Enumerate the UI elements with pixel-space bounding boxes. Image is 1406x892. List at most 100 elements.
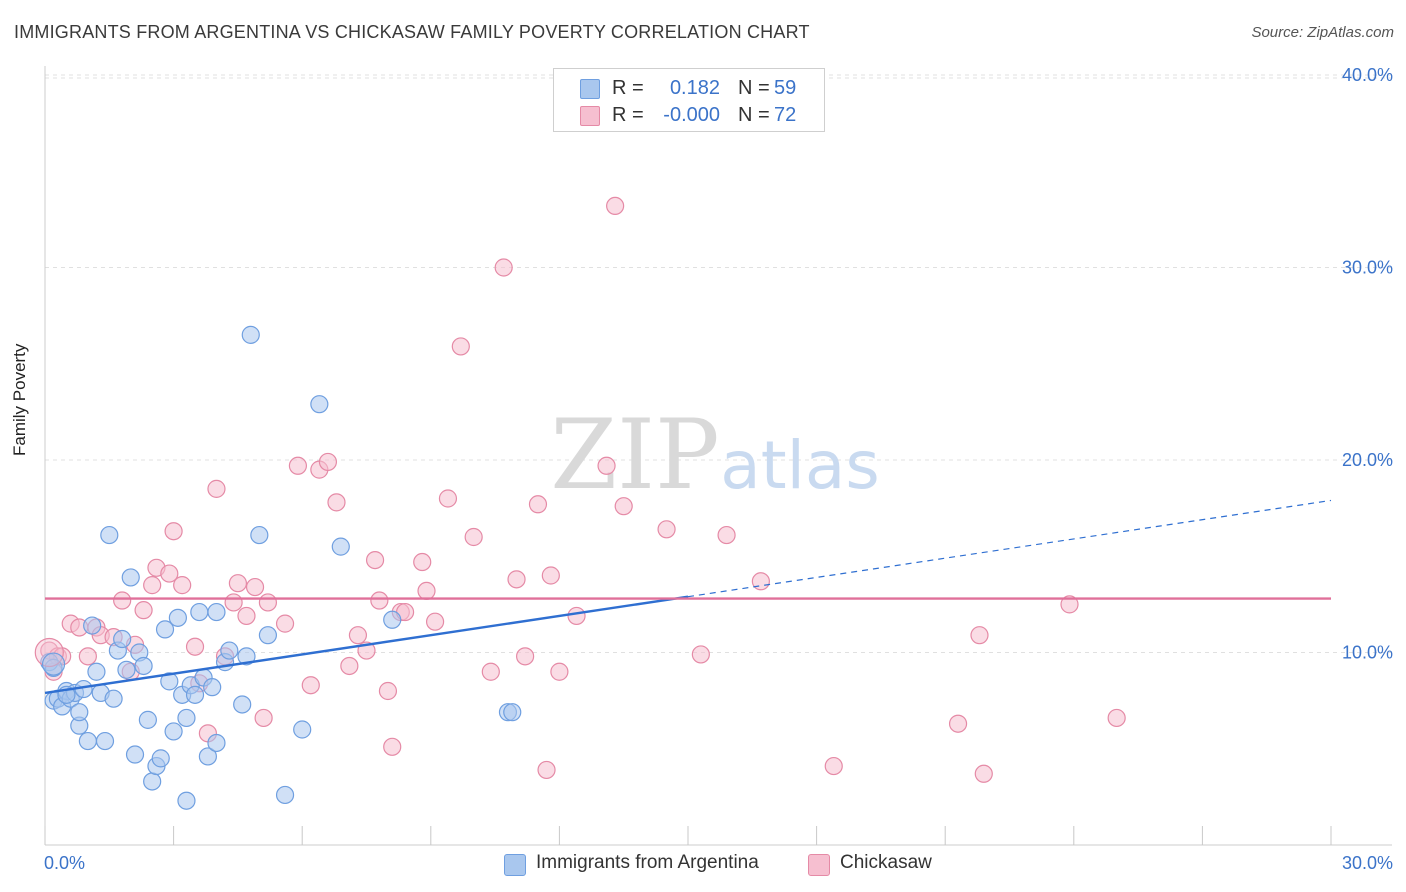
watermark-atlas: atlas xyxy=(720,427,880,504)
point-argentina xyxy=(275,785,295,805)
point-argentina xyxy=(237,647,256,666)
point-chickasaw xyxy=(228,574,247,593)
point-argentina xyxy=(383,610,402,629)
point-argentina xyxy=(138,710,157,729)
point-chickasaw xyxy=(237,606,256,626)
chart-title: IMMIGRANTS FROM ARGENTINA VS CHICKASAW F… xyxy=(14,22,810,42)
point-argentina xyxy=(155,620,175,639)
point-chickasaw xyxy=(378,681,398,701)
x-tick-label: 30.0% xyxy=(1342,853,1393,873)
point-chickasaw xyxy=(464,527,483,547)
watermark-zip: ZIP xyxy=(550,399,719,511)
point-argentina xyxy=(250,525,269,545)
point-chickasaw-cluster xyxy=(34,637,64,668)
source-label: Source: ZipAtlas.com xyxy=(1251,24,1394,41)
point-chickasaw xyxy=(1060,595,1079,614)
correlation-legend: R = 0.182 N = 59 R = -0.000 N = 72 xyxy=(553,68,825,132)
point-argentina xyxy=(207,733,226,753)
legend-swatch-pink xyxy=(580,106,600,126)
legend-r-label: R = xyxy=(612,77,644,99)
point-chickasaw xyxy=(113,591,132,610)
point-argentina xyxy=(185,685,205,704)
point-chickasaw xyxy=(275,614,295,633)
legend-n-value: 72 xyxy=(774,104,797,126)
point-argentina xyxy=(104,689,123,708)
point-argentina xyxy=(177,708,196,728)
trend-line-argentina xyxy=(44,595,689,695)
point-chickasaw xyxy=(413,552,432,572)
point-argentina xyxy=(134,656,153,676)
point-chickasaw xyxy=(717,525,736,545)
legend-swatch-pink xyxy=(808,854,830,876)
legend-n-label: N = xyxy=(738,104,770,126)
point-argentina xyxy=(143,772,162,791)
point-chickasaw xyxy=(974,764,993,783)
point-chickasaw xyxy=(340,656,359,676)
legend-row-argentina: R = 0.182 N = 59 xyxy=(554,75,824,101)
point-argentina xyxy=(95,731,115,751)
point-chickasaw xyxy=(528,495,548,514)
point-chickasaw xyxy=(318,452,338,472)
point-chickasaw xyxy=(550,662,569,681)
point-chickasaw xyxy=(606,196,625,215)
y-tick-label: 10.0% xyxy=(1342,643,1393,663)
point-argentina xyxy=(203,678,222,697)
point-chickasaw xyxy=(185,637,205,656)
point-chickasaw xyxy=(1107,708,1126,728)
point-argentina xyxy=(233,695,252,714)
point-chickasaw xyxy=(370,591,389,610)
point-chickasaw xyxy=(160,564,179,583)
x-tick-label: 0.0% xyxy=(44,853,85,873)
point-chickasaw xyxy=(327,493,346,512)
point-chickasaw xyxy=(383,737,402,756)
point-argentina xyxy=(258,626,278,645)
point-chickasaw xyxy=(164,522,183,541)
legend-swatch-blue xyxy=(580,79,600,99)
point-chickasaw xyxy=(288,456,308,475)
point-argentina xyxy=(168,608,187,627)
point-argentina-cluster xyxy=(41,652,66,676)
point-argentina xyxy=(125,745,145,764)
point-argentina xyxy=(160,672,179,691)
tick-labels: 10.0% 20.0% 30.0% 40.0% 0.0% 30.0% xyxy=(44,65,1393,873)
point-argentina xyxy=(220,641,239,660)
point-chickasaw xyxy=(417,581,436,601)
point-chickasaw xyxy=(224,593,243,612)
point-argentina xyxy=(190,602,209,622)
axes xyxy=(44,66,1392,846)
point-chickasaw xyxy=(143,576,162,595)
point-chickasaw xyxy=(173,576,192,595)
y-tick-label: 20.0% xyxy=(1342,450,1393,470)
point-chickasaw xyxy=(541,566,560,585)
legend-label-argentina: Immigrants from Argentina xyxy=(536,852,759,873)
point-chickasaw xyxy=(597,456,616,475)
point-argentina xyxy=(70,703,89,722)
legend-r-label: R = xyxy=(612,104,644,126)
point-chickasaw xyxy=(691,645,710,664)
point-argentina xyxy=(177,791,196,810)
point-chickasaw xyxy=(481,662,500,681)
legend-label-chickasaw: Chickasaw xyxy=(840,852,932,873)
point-chickasaw xyxy=(425,612,445,631)
legend-r-value: -0.000 xyxy=(663,104,720,126)
data-points xyxy=(34,196,1126,810)
point-chickasaw xyxy=(348,626,368,645)
legend-n-label: N = xyxy=(738,77,770,99)
point-chickasaw xyxy=(494,258,513,277)
y-tick-label: 30.0% xyxy=(1342,258,1393,278)
point-argentina xyxy=(310,395,329,414)
point-chickasaw xyxy=(254,708,273,728)
y-tick-label: 40.0% xyxy=(1342,65,1393,85)
point-chickasaw xyxy=(948,714,968,733)
y-axis-label: Family Poverty xyxy=(10,343,29,456)
trend-lines xyxy=(44,499,1332,695)
point-argentina xyxy=(293,720,312,739)
point-chickasaw xyxy=(258,593,278,612)
point-chickasaw xyxy=(207,479,226,498)
point-chickasaw xyxy=(657,520,676,539)
trend-line-argentina-projection xyxy=(687,499,1332,598)
point-argentina xyxy=(331,537,350,556)
point-chickasaw xyxy=(970,626,989,645)
point-argentina xyxy=(241,325,260,344)
